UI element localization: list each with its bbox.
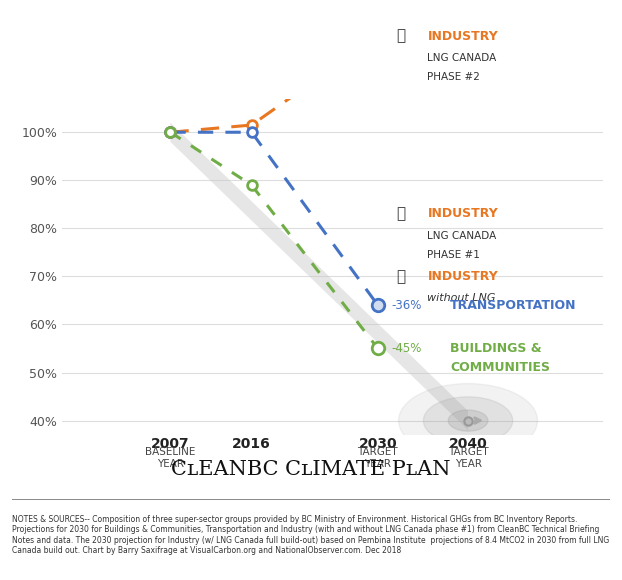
Circle shape	[448, 410, 488, 431]
Text: NOTES & SOURCES-- Composition of three super-sector groups provided by BC Minist: NOTES & SOURCES-- Composition of three s…	[12, 515, 610, 555]
Text: BASELINE
YEAR: BASELINE YEAR	[146, 447, 195, 469]
Text: 2007: 2007	[151, 437, 190, 451]
Text: TRANSPORTATION: TRANSPORTATION	[450, 299, 577, 311]
Text: without LNG: without LNG	[427, 293, 496, 303]
Text: INDUSTRY: INDUSTRY	[427, 270, 498, 283]
Text: PHASE #1: PHASE #1	[427, 250, 480, 260]
Text: 2016: 2016	[232, 437, 271, 451]
Text: 2030: 2030	[358, 437, 397, 451]
Text: 2040: 2040	[448, 437, 488, 451]
Polygon shape	[170, 122, 468, 430]
Text: INDUSTRY: INDUSTRY	[427, 30, 498, 42]
Text: -36%: -36%	[391, 299, 422, 311]
Text: Ⓑ: Ⓑ	[396, 206, 405, 222]
Text: INDUSTRY: INDUSTRY	[427, 208, 498, 220]
Text: PHASE #2: PHASE #2	[427, 72, 480, 82]
Text: TARGET
YEAR: TARGET YEAR	[358, 447, 398, 469]
Text: -45%: -45%	[391, 342, 422, 355]
Circle shape	[399, 383, 537, 458]
Text: LNG CANADA: LNG CANADA	[427, 53, 497, 63]
Text: LNG CANADA: LNG CANADA	[427, 231, 497, 241]
Text: Ⓐ: Ⓐ	[396, 269, 405, 284]
Text: CʟEANBC CʟIMATE PʟAN: CʟEANBC CʟIMATE PʟAN	[171, 461, 451, 479]
Text: COMMUNITIES: COMMUNITIES	[450, 361, 550, 374]
Text: Ⓒ: Ⓒ	[396, 28, 405, 44]
Text: BUILDINGS &: BUILDINGS &	[450, 342, 542, 355]
Circle shape	[424, 397, 513, 444]
Text: TARGET
YEAR: TARGET YEAR	[448, 447, 488, 469]
